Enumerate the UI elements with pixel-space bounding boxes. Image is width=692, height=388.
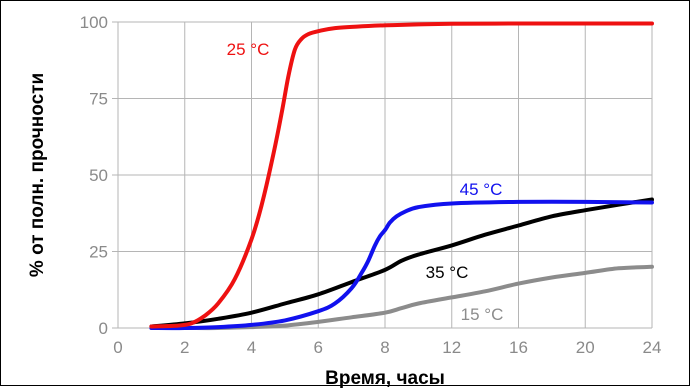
series-lines [149,21,654,331]
x-tick-label: 6 [314,338,323,357]
series-line-2 [149,197,654,329]
series-labels: 25 °C 45 °C 35 °C 15 °C [227,40,504,324]
series-label-1: 45 °C [460,180,503,199]
series-line-1 [149,199,654,331]
series-label-0: 25 °C [227,40,270,59]
series-label-2: 35 °C [426,263,469,282]
series-line-0 [149,21,654,329]
series-label-3: 15 °C [461,305,504,324]
x-tick-label: 24 [643,338,662,357]
x-axis-title: Время, часы [325,368,445,388]
x-tick-label: 8 [380,338,389,357]
y-tick-label: 100 [80,13,108,32]
x-tick-label: 16 [509,338,528,357]
x-tick-label: 12 [442,338,461,357]
grid [112,21,653,329]
x-tick-label: 0 [113,338,122,357]
y-tick-label: 0 [99,319,108,338]
x-tick-label: 4 [247,338,256,357]
y-axis-title: % от полн. прочности [27,73,48,277]
y-tick-label: 50 [89,166,108,185]
y-tick-label: 25 [89,243,108,262]
x-tick-label: 2 [180,338,189,357]
y-tick-labels: 0 25 50 75 100 [80,13,108,338]
y-tick-label: 75 [89,90,108,109]
x-tick-label: 20 [576,338,595,357]
x-tick-labels: 0 2 4 6 8 12 16 20 24 [113,338,661,357]
